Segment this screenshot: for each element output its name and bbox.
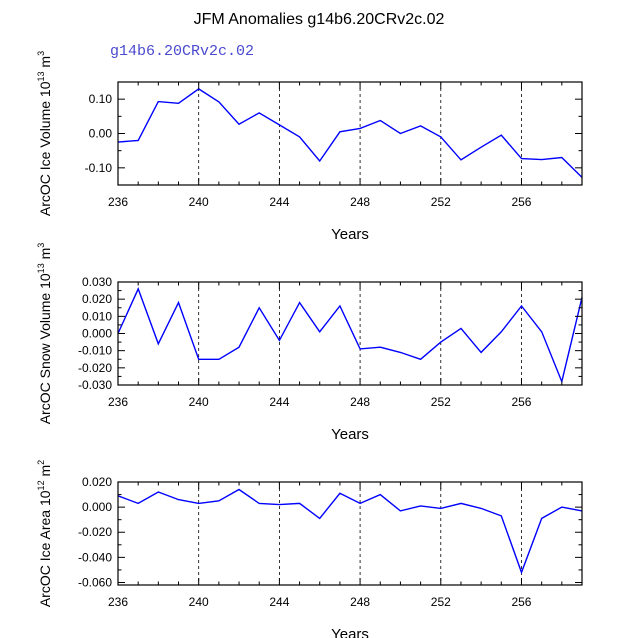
y-axis-label-text: m: [37, 56, 53, 72]
panels-group: 236 240 244 248 252 256 0.10 0.00 -0.10 Years ArcO…: [36, 51, 583, 638]
y-axis-label-exponent: 2: [36, 460, 46, 465]
series-line: [117, 88, 583, 178]
series-line: [117, 287, 583, 384]
y-tick-label: -0.10: [85, 161, 113, 175]
chart-panel-1: 236 240 244 248 252 256 0.10 0.00 -0.10 Years ArcO…: [36, 51, 583, 243]
series-line: [117, 488, 583, 575]
y-axis-label-exponent: 3: [36, 243, 46, 248]
y-axis-label: ArcOC Ice Volume 1013 m3: [36, 51, 53, 216]
y-axis-label-exponent: 12: [36, 480, 46, 490]
x-tick-label: 252: [431, 395, 451, 409]
y-axis-label-exponent: 13: [36, 71, 46, 81]
y-tick-label: -0.020: [78, 525, 112, 539]
x-tick-label: 244: [269, 195, 289, 209]
x-tick-label: 256: [511, 395, 531, 409]
y-axis-label-text: m: [37, 248, 53, 264]
y-axis-label: ArcOC Ice Area 1012 m2: [36, 460, 53, 607]
x-tick-label: 248: [350, 195, 370, 209]
x-tick-label: 236: [108, 195, 128, 209]
y-tick-label: 0.10: [89, 92, 113, 106]
chart-panel-2: 236 240 244 248 252 256 0.030 0.020 0.010 0.000 -0…: [36, 243, 583, 443]
x-tick-label: 248: [350, 595, 370, 609]
legend-label: g14b6.20CRv2c.02: [110, 43, 254, 60]
y-tick-label: 0.020: [82, 292, 112, 306]
y-tick-label: 0.00: [89, 127, 113, 141]
y-axis-label-exponent: 13: [36, 263, 46, 273]
x-tick-label: 248: [350, 395, 370, 409]
y-tick-label: 0.000: [82, 500, 112, 514]
figure-title: JFM Anomalies g14b6.20CRv2c.02: [194, 11, 445, 28]
y-axis-label-text: ArcOC Ice Volume 10: [37, 81, 53, 216]
x-tick-label: 256: [511, 595, 531, 609]
y-axis-label-text: m: [37, 465, 53, 481]
y-axis-label-exponent: 3: [36, 51, 46, 56]
y-tick-label: 0.020: [82, 475, 112, 489]
x-tick-label: 244: [269, 595, 289, 609]
y-axis-label: ArcOC Snow Volume 1013 m3: [36, 243, 53, 425]
x-tick-label: 252: [431, 195, 451, 209]
x-tick-label: 256: [511, 195, 531, 209]
chart-panel-3: 236 240 244 248 252 256 0.020 0.000 -0.020 -0.040…: [36, 460, 583, 638]
x-tick-label: 244: [269, 395, 289, 409]
x-tick-label: 240: [189, 595, 209, 609]
y-tick-label: 0.030: [82, 275, 112, 289]
x-tick-label: 236: [108, 395, 128, 409]
y-tick-label: -0.030: [78, 378, 112, 392]
y-axis-label-text: ArcOC Ice Area 10: [37, 490, 53, 607]
x-axis-label: Years: [331, 426, 369, 443]
y-axis-label-text: ArcOC Snow Volume 10: [37, 273, 53, 424]
plot-frame: [117, 481, 583, 586]
plot-frame: [117, 281, 583, 386]
y-tick-label: -0.040: [78, 550, 112, 564]
x-tick-label: 236: [108, 595, 128, 609]
x-axis-label: Years: [331, 226, 369, 243]
y-tick-label: -0.020: [78, 361, 112, 375]
y-tick-label: -0.010: [78, 344, 112, 358]
x-tick-label: 252: [431, 595, 451, 609]
y-tick-label: -0.060: [78, 575, 112, 589]
x-axis-label: Years: [331, 626, 369, 638]
y-tick-label: 0.000: [82, 327, 112, 341]
y-tick-label: 0.010: [82, 309, 112, 323]
x-tick-label: 240: [189, 395, 209, 409]
x-tick-label: 240: [189, 195, 209, 209]
